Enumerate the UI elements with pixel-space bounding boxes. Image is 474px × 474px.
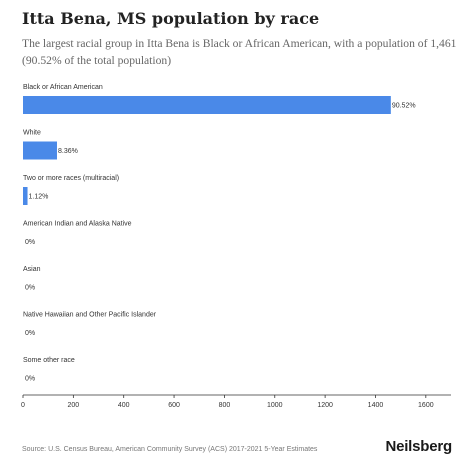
x-tick-label: 400 [118,402,130,409]
category-label: Two or more races (multiracial) [23,175,119,182]
data-label: 0% [25,239,35,246]
x-tick-label: 1200 [317,402,333,409]
x-tick-label: 800 [219,402,231,409]
x-tick-label: 600 [168,402,180,409]
x-tick-label: 1400 [368,402,384,409]
category-label: Asian [23,266,41,273]
x-tick-label: 1600 [418,402,434,409]
bar [23,96,391,114]
bar [23,141,57,160]
category-label: White [23,130,41,137]
data-label: 0% [25,330,35,337]
data-label: 8.36% [58,148,78,155]
source-note: Source: U.S. Census Bureau, American Com… [22,446,318,453]
data-label: 0% [25,285,35,292]
brand-logo: Neilsberg [385,438,452,455]
data-label: 1.12% [29,194,49,201]
category-label: Some other race [23,357,75,364]
category-label: American Indian and Alaska Native [23,221,132,228]
chart-subtitle: The largest racial group in Itta Bena is… [22,37,457,67]
x-tick-label: 200 [68,402,80,409]
data-label: 90.52% [392,103,416,110]
bar [23,187,28,205]
data-label: 0% [25,376,35,383]
x-tick-label: 0 [21,402,25,409]
x-tick-label: 1000 [267,402,283,409]
category-label: Black or African American [23,84,103,91]
category-label: Native Hawaiian and Other Pacific Island… [23,312,157,319]
chart-title: Itta Bena, MS population by race [22,9,320,28]
